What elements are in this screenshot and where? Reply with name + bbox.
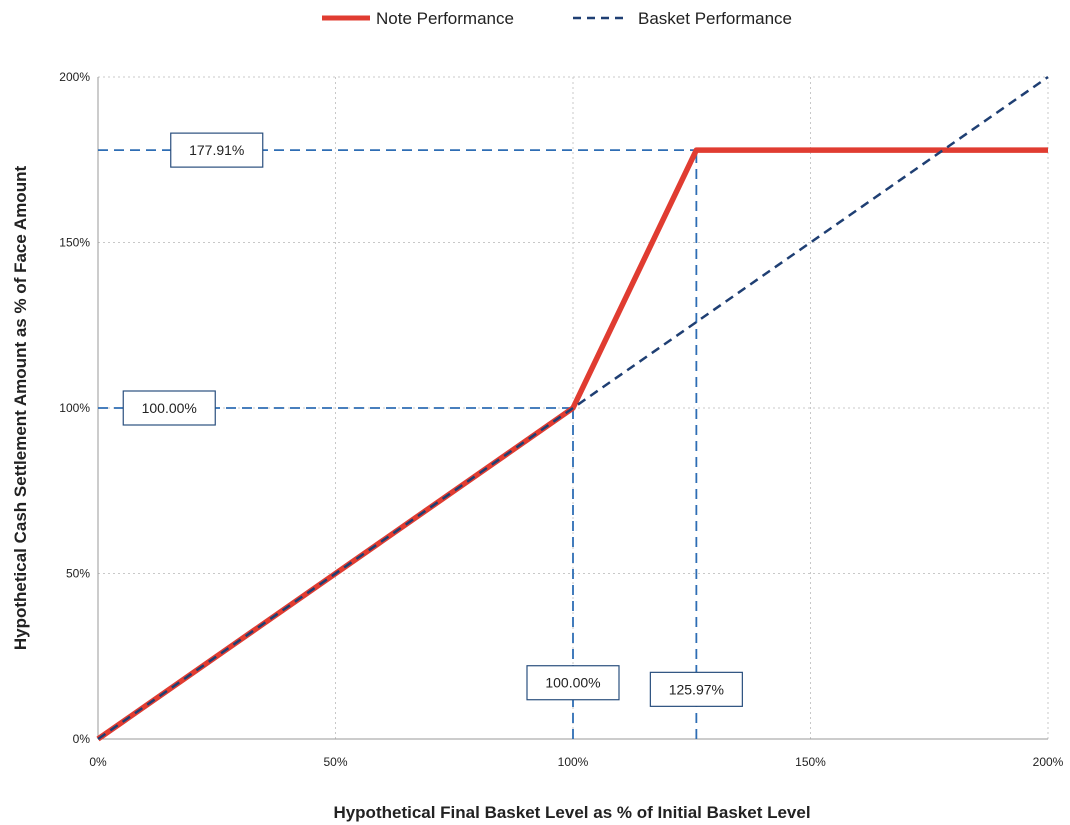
x-axis-title: Hypothetical Final Basket Level as % of … (333, 803, 810, 822)
y-tick-label: 150% (59, 236, 90, 250)
y-axis-title: Hypothetical Cash Settlement Amount as %… (11, 166, 30, 651)
legend-label-note-performance: Note Performance (376, 9, 514, 28)
legend: Note Performance Basket Performance (322, 9, 792, 28)
x-tick-label: 100% (558, 755, 589, 769)
annotation-label: 100.00% (142, 400, 197, 416)
annotation-box (649, 671, 743, 707)
annotation-callout: 177.91% (170, 132, 264, 168)
annotation-label: 100.00% (545, 675, 600, 691)
y-tick-label: 100% (59, 401, 90, 415)
annotation-box (170, 132, 264, 168)
annotation-callout: 100.00% (526, 665, 620, 701)
annotation-box (526, 665, 620, 701)
annotations: 177.91% 100.00% 100.00% 125.97% (122, 132, 743, 707)
series-lines (96, 75, 1049, 742)
tick-labels: 0% 50% 100% 150% 200% 0% 50% 100% 150% 200% (59, 70, 1063, 769)
x-tick-label: 0% (89, 755, 107, 769)
x-tick-label: 200% (1033, 755, 1064, 769)
x-tick-label: 150% (795, 755, 826, 769)
annotation-callout: 100.00% (122, 390, 216, 426)
y-tick-label: 0% (73, 732, 91, 746)
y-tick-label: 200% (59, 70, 90, 84)
series-line-basket-performance (97, 75, 1049, 741)
reference-lines (98, 149, 698, 739)
x-tick-label: 50% (323, 755, 347, 769)
annotation-label: 177.91% (189, 142, 244, 158)
y-tick-label: 50% (66, 567, 90, 581)
annotation-callout: 125.97% (649, 671, 743, 707)
annotation-label: 125.97% (669, 681, 724, 697)
legend-label-basket-performance: Basket Performance (638, 9, 792, 28)
annotation-box (122, 390, 216, 426)
